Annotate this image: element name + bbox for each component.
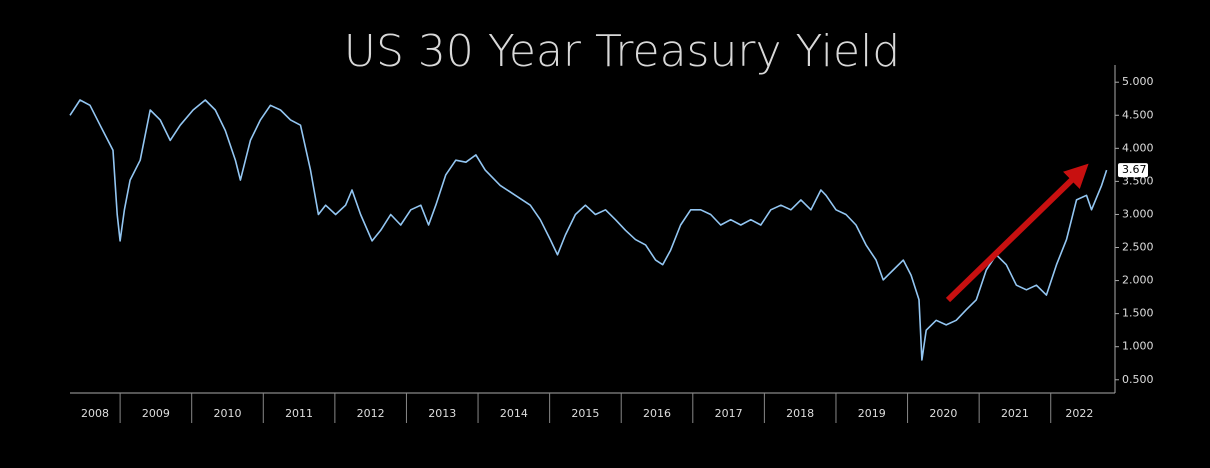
- y-tick-label: 3.000: [1122, 207, 1154, 220]
- x-tick-label: 2009: [142, 407, 170, 420]
- x-tick-label: 2015: [571, 407, 599, 420]
- x-tick-label: 2021: [1001, 407, 1029, 420]
- y-tick-label: 2.500: [1122, 241, 1154, 254]
- x-tick-label: 2011: [285, 407, 313, 420]
- y-tick-label: 1.000: [1122, 340, 1154, 353]
- x-tick-label: 2008: [81, 407, 109, 420]
- x-tick-label: 2014: [500, 407, 528, 420]
- y-tick-label: 1.500: [1122, 307, 1154, 320]
- x-tick-label: 2010: [213, 407, 241, 420]
- series-line: [69, 99, 1108, 361]
- x-tick-label: 2019: [858, 407, 886, 420]
- chart-title: US 30 Year Treasury Yield: [344, 26, 901, 77]
- x-tick-label: 2013: [428, 407, 456, 420]
- x-tick-label: 2012: [357, 407, 385, 420]
- y-tick-label: 4.000: [1122, 141, 1154, 154]
- x-tick-label: 2020: [929, 407, 957, 420]
- x-tick-label: 2016: [643, 407, 671, 420]
- current-value-label: 3.67: [1122, 163, 1147, 176]
- x-tick-label: 2017: [715, 407, 743, 420]
- y-tick-label: 2.000: [1122, 274, 1154, 287]
- x-tick-label: 2018: [786, 407, 814, 420]
- y-tick-label: 4.500: [1122, 108, 1154, 121]
- x-tick-label: 2022: [1065, 407, 1093, 420]
- y-tick-label: 5.000: [1122, 75, 1154, 88]
- y-tick-label: 0.500: [1122, 373, 1154, 386]
- y-tick-label: 3.500: [1122, 174, 1154, 187]
- current-value-box: [1118, 163, 1148, 178]
- trend-arrow: [945, 163, 1089, 303]
